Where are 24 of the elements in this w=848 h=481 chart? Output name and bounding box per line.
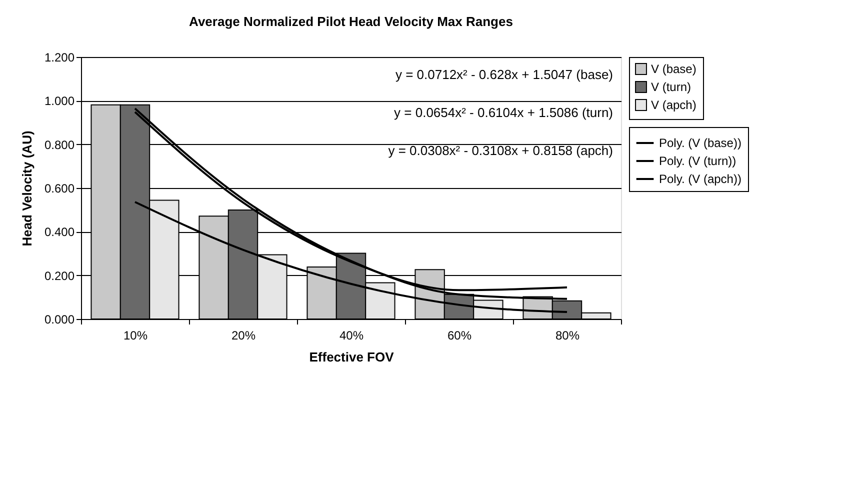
y-tick-label: 1.200 xyxy=(44,50,75,64)
x-tick-label: 80% xyxy=(555,328,580,342)
y-tick-label: 0.400 xyxy=(44,225,75,240)
chart-title: Average Normalized Pilot Head Velocity Max Ranges xyxy=(189,14,513,29)
legend-label: V (turn) xyxy=(651,80,692,94)
y-tick-label: 0.600 xyxy=(44,182,75,196)
legend-label: Poly. (V (apch)) xyxy=(659,172,742,186)
x-tick-label: 20% xyxy=(231,328,256,342)
x-axis-title: Effective FOV xyxy=(309,350,394,364)
annotation: y = 0.0308x² - 0.3108x + 0.8158 (apch) xyxy=(388,143,613,158)
x-tick-label: 60% xyxy=(447,328,472,342)
y-tick-label: 0.800 xyxy=(44,138,75,152)
legend-label: V (base) xyxy=(651,62,696,76)
y-axis-title: Head Velocity (AU) xyxy=(19,130,34,246)
legend-label: Poly. (V (turn)) xyxy=(659,154,736,168)
legend-label: Poly. (V (base)) xyxy=(659,136,742,150)
x-tick-label: 10% xyxy=(123,328,148,342)
y-tick-label: 0.200 xyxy=(44,268,75,283)
y-tick-label: 1.000 xyxy=(44,94,75,108)
annotation: y = 0.0712x² - 0.628x + 1.5047 (base) xyxy=(395,67,613,82)
annotation: y = 0.0654x² - 0.6104x + 1.5086 (turn) xyxy=(394,105,613,120)
x-tick-label: 40% xyxy=(339,328,364,342)
y-tick-label: 0.000 xyxy=(44,312,75,326)
legend-label: V (apch) xyxy=(651,98,696,112)
